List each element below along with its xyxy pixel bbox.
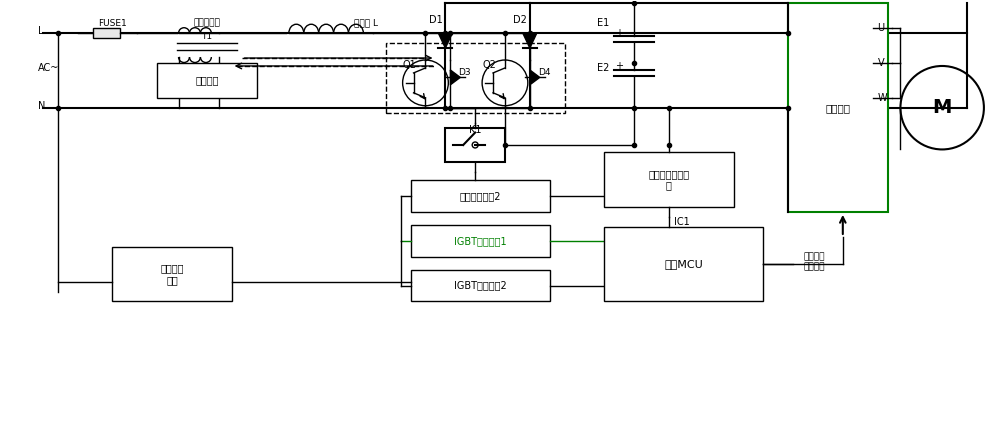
Polygon shape xyxy=(523,33,537,48)
Text: IGBT驱动单元2: IGBT驱动单元2 xyxy=(454,281,507,291)
Bar xyxy=(411,180,550,212)
Text: D2: D2 xyxy=(513,15,527,25)
Text: W: W xyxy=(878,93,887,103)
Polygon shape xyxy=(530,70,540,85)
Bar xyxy=(604,227,763,302)
Text: K1: K1 xyxy=(469,125,481,135)
Bar xyxy=(112,247,232,302)
Text: 驱动模块: 驱动模块 xyxy=(825,103,850,113)
Bar xyxy=(93,28,120,38)
Text: N: N xyxy=(38,101,45,111)
Bar xyxy=(445,128,505,163)
Bar xyxy=(411,225,550,257)
Text: +: + xyxy=(615,28,623,38)
Text: 开关驱动单元2: 开关驱动单元2 xyxy=(459,191,501,201)
Polygon shape xyxy=(438,33,452,48)
Text: 主控MCU: 主控MCU xyxy=(664,259,703,269)
Text: 电流传感器: 电流传感器 xyxy=(193,19,220,28)
Text: L: L xyxy=(38,26,43,36)
Polygon shape xyxy=(450,70,460,85)
Bar xyxy=(788,3,888,212)
Text: E2: E2 xyxy=(597,63,609,73)
Text: T1: T1 xyxy=(201,31,212,41)
Text: IGBT驱动单元1: IGBT驱动单元1 xyxy=(454,236,506,246)
Bar xyxy=(604,153,734,207)
Bar xyxy=(157,63,257,98)
Text: D1: D1 xyxy=(429,15,442,25)
Text: 直流母线电压检
测: 直流母线电压检 测 xyxy=(648,169,689,191)
Text: M: M xyxy=(932,98,952,117)
Text: Q2: Q2 xyxy=(482,60,496,70)
Text: 电抗器 L: 电抗器 L xyxy=(354,19,378,28)
Text: 过零检测
电路: 过零检测 电路 xyxy=(160,264,184,285)
Bar xyxy=(386,43,565,113)
Text: AC~: AC~ xyxy=(38,63,59,73)
Text: IC1: IC1 xyxy=(674,217,690,227)
Text: 电机或压
缩机驱动: 电机或压 缩机驱动 xyxy=(803,252,825,271)
Text: E1: E1 xyxy=(597,18,609,28)
Text: Q1: Q1 xyxy=(403,60,416,70)
Text: +: + xyxy=(615,61,623,71)
Text: FUSE1: FUSE1 xyxy=(98,19,127,28)
Text: D3: D3 xyxy=(458,69,471,77)
Text: V: V xyxy=(878,58,884,68)
Text: 电流检测: 电流检测 xyxy=(195,76,219,85)
Bar xyxy=(411,270,550,302)
Text: D4: D4 xyxy=(538,69,550,77)
Text: U: U xyxy=(878,23,885,33)
